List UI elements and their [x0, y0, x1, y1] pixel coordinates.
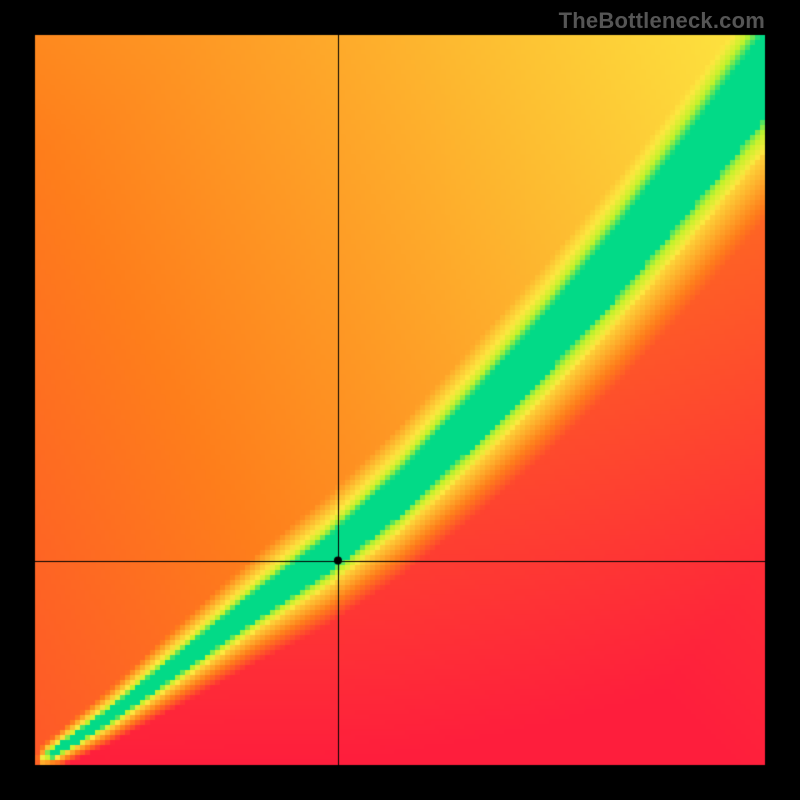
watermark-text: TheBottleneck.com: [559, 8, 765, 34]
bottleneck-heatmap: [0, 0, 800, 800]
